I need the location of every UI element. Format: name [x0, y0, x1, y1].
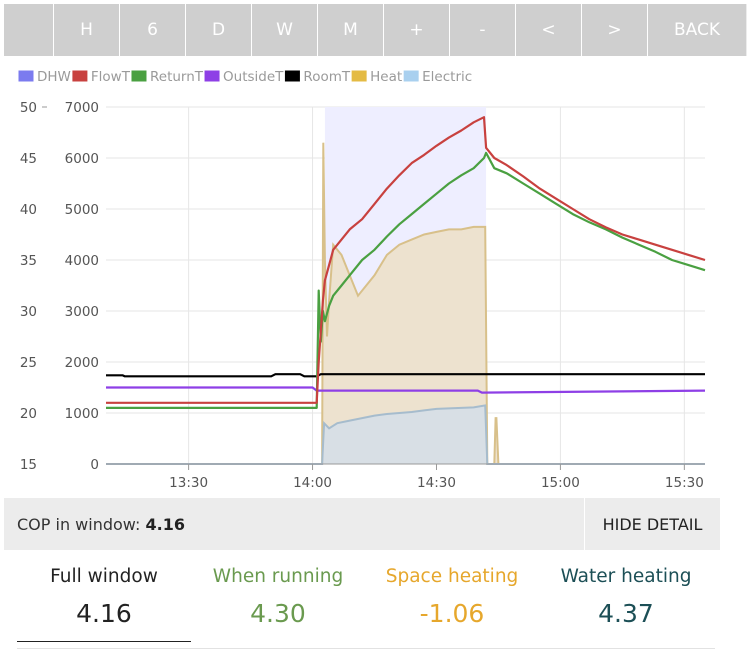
- x-tick-label: 14:30: [417, 475, 456, 491]
- cop-bar: COP in window: 4.16 HIDE DETAIL: [4, 498, 720, 550]
- back-button[interactable]: BACK: [648, 4, 746, 56]
- legend-item-dhw: DHW: [17, 69, 71, 85]
- x-tick-label: 13:30: [169, 475, 208, 491]
- y-power-tick-label: 0: [90, 457, 99, 473]
- stat-label: Water heating: [560, 566, 692, 587]
- legend-swatch: [283, 69, 301, 83]
- week-button[interactable]: W: [252, 4, 318, 56]
- stat-when-running[interactable]: When running 4.30: [191, 560, 365, 648]
- y-power-tick-label: 3000: [65, 304, 99, 320]
- legend-label: Heat: [370, 69, 402, 85]
- legend-item-flowt: FlowT: [71, 69, 131, 85]
- pan-left-button[interactable]: <: [516, 4, 582, 56]
- legend-label: FlowT: [91, 69, 131, 85]
- stat-label: When running: [212, 566, 344, 587]
- cop-value: 4.16: [145, 514, 185, 534]
- y-power-tick-label: 2000: [65, 355, 99, 371]
- y-left-tick-label: 50: [20, 100, 37, 116]
- x-tick-label: 15:30: [665, 475, 704, 491]
- legend-label: Electric: [422, 69, 472, 85]
- y-left-tick-label: 40: [20, 202, 37, 218]
- cop-summary: COP in window: 4.16: [4, 515, 185, 534]
- stat-value: 4.30: [250, 599, 306, 628]
- pan-right-button[interactable]: >: [582, 4, 648, 56]
- month-button[interactable]: M: [318, 4, 384, 56]
- legend-swatch: [17, 69, 35, 83]
- y-power-tick-label: 6000: [65, 151, 99, 167]
- legend-swatch: [71, 69, 89, 83]
- legend-label: DHW: [37, 69, 71, 85]
- legend-item-roomt: RoomT: [283, 69, 351, 85]
- six-hours-button[interactable]: 6: [120, 4, 186, 56]
- legend-swatch: [402, 69, 420, 83]
- legend-label: OutsideT: [223, 69, 284, 85]
- hide-detail-button[interactable]: HIDE DETAIL: [584, 498, 720, 550]
- chart-axes: 13:30 14:00 14:30 15:00 15:30 15 20 25 30 35 40 45 5…: [20, 100, 705, 491]
- stat-value: -1.06: [419, 599, 485, 628]
- stat-label: Full window: [50, 566, 158, 587]
- x-tick-label: 14:00: [293, 475, 332, 491]
- y-power-tick-label: 5000: [65, 202, 99, 218]
- hour-button[interactable]: H: [54, 4, 120, 56]
- toolbar-blank-button[interactable]: [4, 4, 54, 56]
- day-button[interactable]: D: [186, 4, 252, 56]
- legend-item-electric: Electric: [402, 69, 472, 85]
- legend-item-returnt: ReturnT: [130, 69, 204, 85]
- y-left-tick-label: 30: [20, 304, 37, 320]
- y-power-tick-label: 7000: [65, 100, 99, 116]
- legend-label: ReturnT: [150, 69, 204, 85]
- heat-area: [106, 142, 705, 464]
- legend-swatch: [130, 69, 148, 83]
- legend-swatch: [350, 69, 368, 83]
- x-tick-label: 15:00: [541, 475, 580, 491]
- legend-item-outsidet: OutsideT: [203, 69, 284, 85]
- y-left-tick-label: 45: [20, 151, 37, 167]
- legend-swatch: [203, 69, 221, 83]
- stat-label: Space heating: [385, 566, 519, 587]
- stat-full-window[interactable]: Full window 4.16: [17, 560, 191, 648]
- zoom-in-button[interactable]: +: [384, 4, 450, 56]
- stat-value: 4.37: [598, 599, 654, 628]
- power-fills: [106, 142, 705, 464]
- y-left-tick-label: 25: [20, 355, 37, 371]
- y-power-tick-label: 4000: [65, 253, 99, 269]
- electric-area: [106, 405, 705, 464]
- time-range-toolbar: H 6 D W M + - < > BACK: [4, 4, 747, 56]
- legend-label: RoomT: [303, 69, 350, 85]
- legend-item-heat: Heat: [350, 69, 402, 85]
- outsidet-series-line: [106, 386, 706, 394]
- y-left-tick-label: 15: [20, 457, 37, 473]
- stat-value: 4.16: [76, 599, 132, 628]
- y-left-tick-label: 35: [20, 253, 37, 269]
- electric-series-line: [106, 404, 705, 465]
- cop-stats: Full window 4.16 When running 4.30 Space…: [17, 560, 715, 649]
- stat-water-heating[interactable]: Water heating 4.37: [539, 560, 713, 648]
- y-left-tick-label: 20: [20, 406, 37, 422]
- returnt-series-line: [106, 151, 706, 409]
- chart-legend: DHW FlowT ReturnT OutsideT RoomT Heat Electric: [17, 69, 472, 85]
- flowt-series-line: [106, 116, 706, 404]
- cop-label: COP in window:: [17, 514, 141, 534]
- stat-space-heating[interactable]: Space heating -1.06: [365, 560, 539, 648]
- y-power-tick-label: 1000: [65, 406, 99, 422]
- zoom-out-button[interactable]: -: [450, 4, 516, 56]
- heat-pump-chart[interactable]: DHW FlowT ReturnT OutsideT RoomT Heat Electric…: [0, 60, 747, 496]
